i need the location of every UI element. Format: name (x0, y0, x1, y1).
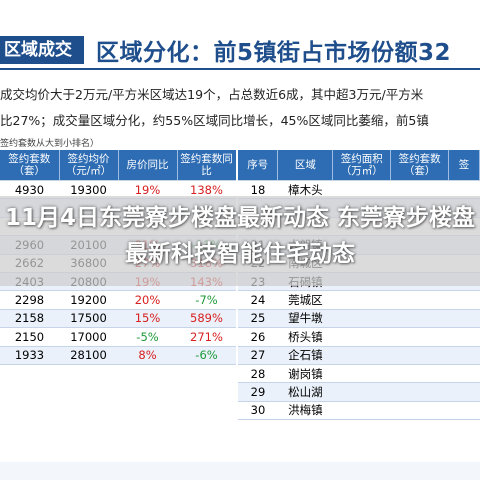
table-cell: 2158 (0, 309, 59, 329)
table-cell (332, 401, 391, 421)
table-row: 24 莞城区 (238, 290, 480, 310)
table-cell (390, 346, 449, 365)
table-cell: 松山湖 (277, 382, 333, 402)
table-row: 25 望牛墩 (238, 309, 480, 329)
header-signed-area: 签约面积（万㎡） (332, 150, 392, 181)
table-cell: 29 (238, 382, 278, 402)
table-cell (332, 346, 391, 365)
table-row: 30 洪梅镇 (238, 401, 480, 421)
table-cell (390, 309, 449, 329)
table-cell: 19200 (59, 290, 118, 310)
table-cell: 17000 (59, 327, 118, 347)
table-row: 2150 17000 -5% 271% (0, 327, 236, 347)
table-cell (448, 401, 480, 421)
table-cell: 27 (238, 346, 278, 365)
table-cell (448, 327, 480, 347)
section-tag: 区域成交 (0, 36, 84, 64)
header-units-yoy: 签约套数同比 (177, 150, 237, 181)
table-cell: 26 (238, 327, 278, 347)
headline-banner (0, 196, 480, 286)
left-table-header: 签约套数（套） 签约均价（元/㎡） 房价同比 签约套数同比 (0, 150, 237, 181)
table-cell (390, 382, 449, 402)
table-cell (448, 346, 480, 365)
table-row: 1933 28100 8% -6% (0, 346, 236, 365)
table-cell: 25 (238, 309, 278, 329)
table-row: 2158 17500 15% 589% (0, 309, 236, 329)
table-cell: 洪梅镇 (277, 401, 333, 421)
table-cell (332, 309, 391, 329)
table-cell (448, 290, 480, 310)
table-cell (332, 327, 391, 347)
table-cell: 589% (177, 309, 236, 329)
table-cell: 谢岗镇 (277, 364, 333, 384)
table-cell: 企石镇 (277, 346, 333, 365)
header-signed-units-right: 签约套数（套） (390, 150, 450, 181)
right-table-header: 序号 区域 签约面积（万㎡） 签约套数（套） 签 (238, 150, 480, 181)
table-cell: 15% (118, 309, 177, 329)
table-row: 29 松山湖 (238, 382, 480, 402)
summary-line-1: 成交均价大于2万元/平方米区域达19个，占总数近6成，其中超3万元/平方米 (0, 87, 424, 102)
table-row: 4930 19300 19% 138% (0, 180, 236, 200)
table-cell: 桥头镇 (277, 327, 333, 347)
table-cell: 2150 (0, 327, 59, 347)
table-cell (448, 309, 480, 329)
table-cell (390, 401, 449, 421)
table-row: 28 谢岗镇 (238, 364, 480, 384)
table-row: 2298 19200 20% -7% (0, 290, 236, 310)
table-row: 27 企石镇 (238, 346, 480, 365)
table-cell (332, 364, 391, 384)
table-cell (390, 327, 449, 347)
summary-line-2: 比27%；成交量区域分化，约55%区域同比增长，45%区域同比萎缩，前5镇 (0, 113, 429, 128)
table-cell: 28 (238, 364, 278, 384)
header-price-yoy: 房价同比 (118, 150, 178, 181)
table-cell: -5% (118, 327, 177, 347)
table-row: 18 樟木头 (238, 180, 480, 200)
table-cell: 4930 (0, 180, 59, 200)
table-cell (332, 382, 391, 402)
page-title: 区域分化：前5镇街占市场份额32 (96, 40, 452, 66)
table-cell: 8% (118, 346, 177, 365)
table-cell: 17500 (59, 309, 118, 329)
table-cell: 24 (238, 290, 278, 310)
table-cell (332, 290, 391, 310)
table-cell (390, 290, 449, 310)
table-cell: 30 (238, 401, 278, 421)
table-cell: 2298 (0, 290, 59, 310)
header-signed-units: 签约套数（套） (0, 150, 60, 181)
header-region: 区域 (277, 150, 334, 181)
table-cell (448, 364, 480, 384)
table-cell: 271% (177, 327, 236, 347)
table-cell: 望牛墩 (277, 309, 333, 329)
table-cell: 18 (238, 180, 278, 200)
header-rank: 序号 (238, 150, 279, 181)
table-cell: 20% (118, 290, 177, 310)
header-cut-off: 签 (448, 150, 480, 181)
table-cell: -7% (177, 290, 236, 310)
headline-text: 11月4日东莞寮步楼盘最新动态 东莞寮步楼盘最新科技智能住宅动态 (4, 205, 476, 267)
table-cell: 莞城区 (277, 290, 333, 310)
table-cell: 28100 (59, 346, 118, 365)
table-cell: 1933 (0, 346, 59, 365)
table-note: 签约套数从大到小排名） (0, 139, 100, 149)
title-divider (0, 68, 480, 70)
bottom-strip (0, 462, 480, 480)
table-gap (236, 150, 238, 460)
table-cell: -6% (177, 346, 236, 365)
table-cell (448, 382, 480, 402)
table-cell (390, 364, 449, 384)
header-signed-price: 签约均价（元/㎡） (59, 150, 119, 181)
table-row: 26 桥头镇 (238, 327, 480, 347)
